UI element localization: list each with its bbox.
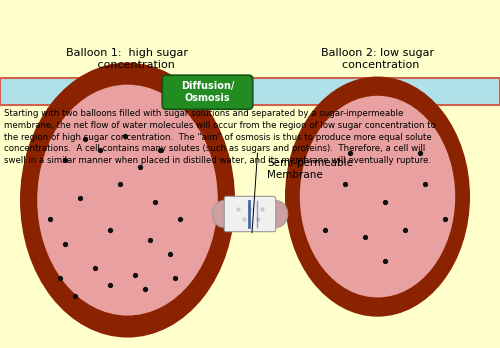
Ellipse shape [300,96,455,298]
Text: Balloon 1:  high sugar
     concentration: Balloon 1: high sugar concentration [66,48,188,70]
FancyBboxPatch shape [162,75,253,109]
Ellipse shape [266,201,288,227]
Text: Balloon 2: low sugar
  concentration: Balloon 2: low sugar concentration [321,48,434,70]
Text: Starting with two balloons filled with sugar solutions and separated by a sugar-: Starting with two balloons filled with s… [4,109,436,165]
Text: Diffusion/
Osmosis: Diffusion/ Osmosis [181,81,234,103]
Ellipse shape [20,63,235,338]
Ellipse shape [212,201,234,227]
Text: Semi-permeable
Membrane: Semi-permeable Membrane [268,158,354,180]
FancyBboxPatch shape [224,196,276,232]
Bar [0,78,500,105]
Ellipse shape [37,85,218,316]
Ellipse shape [285,77,470,317]
